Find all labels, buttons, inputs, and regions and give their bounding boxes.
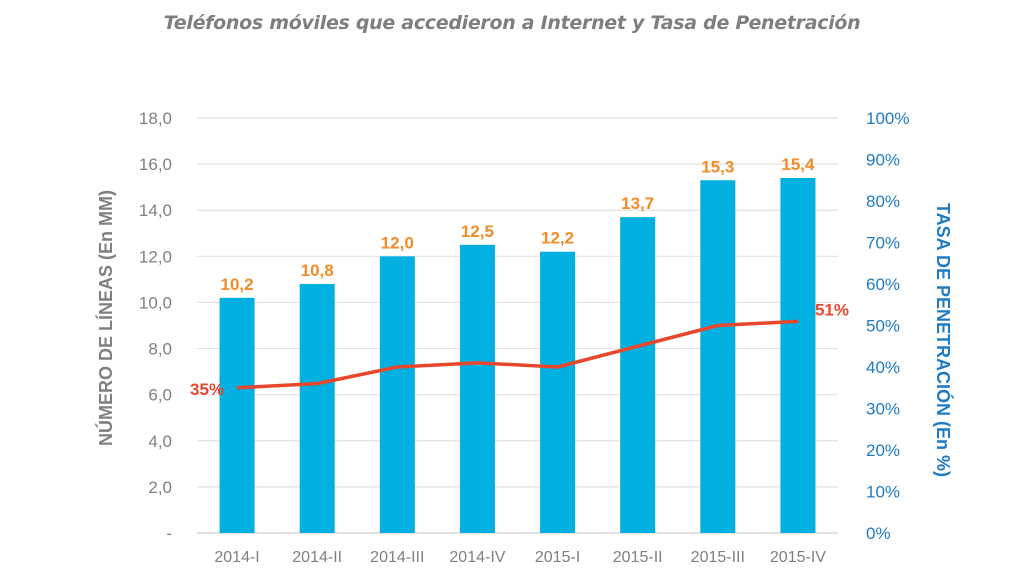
bar-value-label: 15,3	[701, 157, 734, 176]
bar	[780, 177, 816, 533]
bar-value-label: 15,4	[781, 155, 815, 174]
bar-value-label: 12,5	[461, 222, 494, 241]
line-point	[476, 362, 478, 364]
x-tick-label: 2015-I	[535, 549, 580, 566]
y-axis-right-label: TASA DE PENETRACIÓN (En %)	[933, 203, 954, 477]
bar-value-label: 10,8	[301, 261, 334, 280]
y-tick-left: 16,0	[139, 155, 172, 174]
y-tick-left: 6,0	[148, 386, 172, 405]
bar	[459, 244, 495, 534]
x-tick-label: 2014-III	[370, 549, 424, 566]
bar	[620, 217, 656, 533]
y-tick-left: 8,0	[148, 340, 172, 359]
line-last-label: 51%	[815, 300, 849, 319]
bar	[219, 297, 255, 533]
line-point	[396, 366, 398, 368]
y-tick-left: 10,0	[139, 293, 172, 312]
y-tick-right: 10%	[866, 483, 900, 502]
y-tick-right: 80%	[866, 192, 900, 211]
y-tick-left: 18,0	[139, 109, 172, 128]
bar	[700, 180, 736, 533]
line-point	[316, 383, 318, 385]
bar	[299, 284, 335, 533]
line-point	[717, 325, 719, 326]
line-first-label: 35%	[190, 380, 224, 399]
y-tick-left: 2,0	[148, 478, 172, 497]
x-tick-label: 2014-IV	[449, 549, 505, 566]
bar-value-label: 12,2	[541, 229, 574, 248]
y-tick-right: 0%	[866, 524, 891, 543]
y-tick-right: 100%	[866, 109, 909, 128]
x-tick-label: 2014-I	[214, 549, 259, 566]
bar	[379, 256, 415, 533]
y-tick-right: 60%	[866, 275, 900, 294]
y-tick-left: 4,0	[148, 432, 172, 451]
bar	[540, 251, 576, 533]
y-tick-right: 20%	[866, 441, 900, 460]
line-point	[236, 387, 238, 389]
y-tick-right: 50%	[866, 317, 900, 336]
bar-value-label: 12,0	[381, 233, 414, 252]
y-tick-right: 90%	[866, 151, 900, 170]
x-tick-label: 2014-II	[292, 549, 342, 566]
x-tick-label: 2015-III	[691, 549, 745, 566]
penetration-line	[236, 319, 799, 390]
bar-value-label: 13,7	[621, 194, 654, 213]
line-point	[637, 345, 639, 347]
y-tick-left: 12,0	[139, 247, 172, 266]
x-tick-label: 2015-IV	[770, 549, 826, 566]
y-tick-right: 70%	[866, 234, 900, 253]
x-tick-label: 2015-II	[613, 549, 663, 566]
line-point	[557, 366, 559, 368]
y-tick-left: -	[166, 524, 172, 543]
chart-title: Teléfonos móviles que accedieron a Inter…	[163, 12, 861, 34]
y-tick-left: 14,0	[139, 201, 172, 220]
y-tick-right: 40%	[866, 358, 900, 377]
line-point	[797, 320, 799, 322]
y-tick-right: 30%	[866, 400, 900, 419]
bar-value-label: 10,2	[221, 275, 254, 294]
y-axis-left-label: NÚMERO DE LÍNEAS (En MM)	[95, 190, 116, 446]
